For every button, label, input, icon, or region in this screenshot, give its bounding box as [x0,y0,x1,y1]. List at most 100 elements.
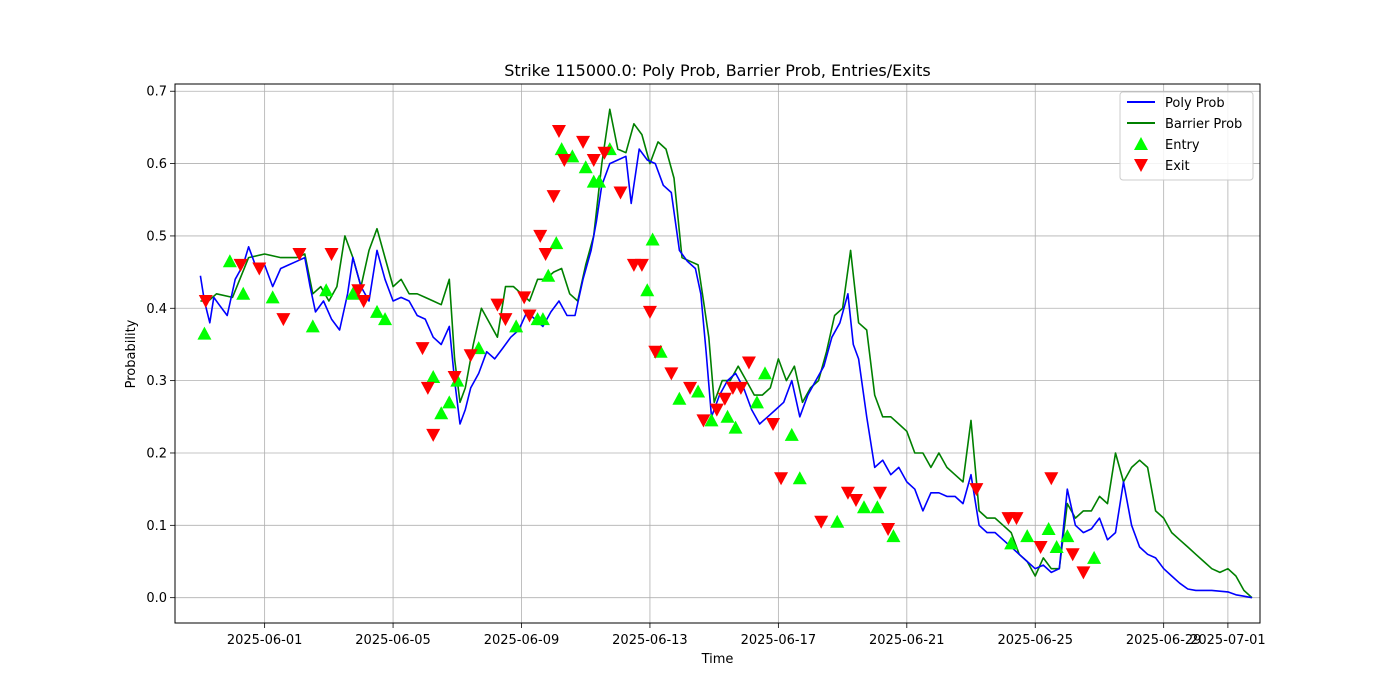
exit-marker [634,258,649,272]
x-tick-label: 2025-06-05 [355,633,431,648]
barrier-prob-line [200,108,1253,599]
exit-marker [873,486,888,500]
exit-marker [463,349,478,363]
legend: Poly Prob Barrier Prob Entry Exit [1119,91,1254,181]
entry-marker [509,319,524,333]
legend-swatch-exit [1134,159,1148,172]
exit-marker [252,262,267,276]
exit-marker [420,381,435,395]
y-tick-label: 0.5 [146,229,167,244]
exit-marker [1033,541,1048,555]
entry-marker [749,395,764,409]
entry-marker [640,283,655,297]
x-tick-label: 2025-06-25 [997,633,1073,648]
exit-marker [648,345,663,359]
exit-marker [517,291,532,305]
x-tick-label: 2025-06-09 [484,633,560,648]
exit-marker [356,295,371,309]
entry-marker [450,373,465,387]
tick-layer: 2025-06-01 2025-06-05 2025-06-09 2025-06-13… [146,85,1265,648]
entry-marker [197,326,212,340]
entry-marker [541,268,556,282]
entry-marker [434,406,449,420]
markers-layer [197,125,1102,580]
legend-label-barrier: Barrier Prob [1165,117,1242,132]
entry-marker [554,142,569,156]
exit-marker [664,367,679,381]
exit-marker [533,229,548,243]
exit-marker [1009,512,1024,526]
exit-marker [814,515,829,529]
entry-marker [370,304,385,318]
entry-marker [1087,550,1102,564]
exit-marker [586,153,601,167]
exit-marker [642,305,657,319]
legend-box [1119,91,1254,181]
exit-marker [233,258,248,272]
legend-label-entry: Entry [1165,138,1200,153]
entry-marker [757,366,772,380]
entry-marker [784,427,799,441]
entry-marker [886,529,901,543]
entry-marker [535,312,550,326]
entry-marker [672,391,687,405]
entry-marker [378,312,393,326]
poly-prob-line [199,148,1253,599]
exit-marker [733,381,748,395]
exit-marker [597,146,612,160]
y-tick-label: 0.6 [146,157,167,172]
entry-marker [592,174,607,188]
y-tick-label: 0.3 [146,374,167,389]
entry-marker [305,319,320,333]
entry-marker [345,286,360,300]
entry-marker [870,500,885,514]
entry-marker [549,236,564,250]
exit-marker [324,248,339,262]
y-tick-label: 0.4 [146,302,167,317]
entry-marker [1020,529,1035,543]
legend-label-exit: Exit [1165,159,1190,174]
entry-marker [704,413,719,427]
entry-marker [222,254,237,268]
exit-marker [696,414,711,428]
entry-marker [1041,521,1056,535]
series-layer [199,108,1253,599]
exit-marker [522,309,537,323]
entry-marker [1049,540,1064,554]
x-axis-label: Time [701,652,734,667]
chart-title: Strike 115000.0: Poly Prob, Barrier Prob… [504,61,931,80]
exit-marker [551,125,566,139]
exit-marker [774,472,789,486]
y-tick-label: 0.7 [146,85,167,100]
entry-marker [645,232,660,246]
exit-marker [741,356,756,370]
x-tick-label: 2025-06-17 [741,633,817,648]
exit-marker [546,190,561,204]
entry-marker [236,286,251,300]
x-tick-label: 2025-07-01 [1190,633,1266,648]
entry-marker [1060,529,1075,543]
entry-marker [565,149,580,163]
entry-marker [830,514,845,528]
y-tick-label: 0.0 [146,591,167,606]
entry-marker [691,384,706,398]
entry-marker [856,500,871,514]
exit-marker [1076,566,1091,580]
x-tick-label: 2025-06-13 [612,633,688,648]
exit-marker [447,371,462,385]
x-tick-label: 2025-06-21 [869,633,945,648]
exit-marker [709,403,724,417]
exit-marker [848,494,863,508]
exit-marker [198,295,213,309]
exit-marker [351,284,366,298]
x-tick-label: 2025-06-01 [227,633,303,648]
y-tick-label: 0.2 [146,446,167,461]
exit-marker [276,313,291,327]
exit-marker [969,483,984,497]
exit-marker [717,392,732,406]
plot-frame [174,83,1261,624]
exit-marker [1065,548,1080,562]
entry-marker [426,370,441,384]
legend-label-poly: Poly Prob [1165,96,1225,111]
